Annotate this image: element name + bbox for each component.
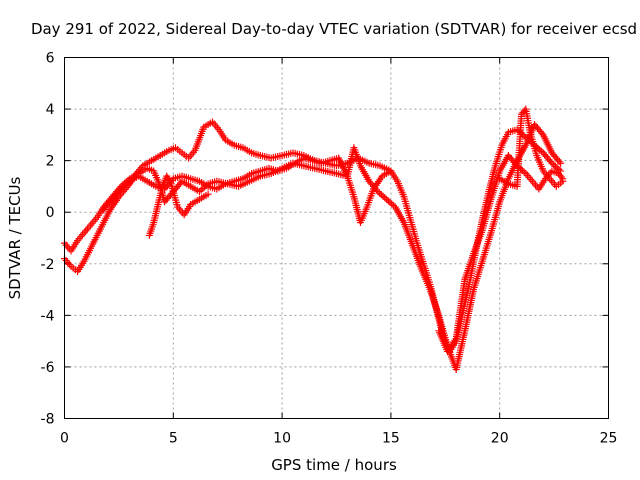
- y-tick-label: 0: [46, 205, 55, 221]
- data-point: [551, 162, 559, 170]
- series-track-e: [435, 151, 567, 355]
- y-tick-label: 4: [46, 102, 55, 118]
- y-tick-label: -8: [41, 412, 55, 428]
- data-point: [197, 186, 205, 194]
- x-tick-label: 5: [169, 431, 178, 447]
- data-point: [386, 198, 394, 206]
- data-point: [383, 195, 391, 203]
- data-point: [555, 158, 563, 166]
- data-point: [387, 167, 395, 175]
- data-point: [204, 190, 212, 198]
- data-point: [377, 191, 385, 199]
- series-track-f: [496, 105, 567, 190]
- data-point: [557, 159, 565, 167]
- data-point: [376, 189, 384, 197]
- axis-ticks: [64, 57, 609, 419]
- grid-lines: [64, 57, 609, 419]
- series-track-d: [145, 172, 212, 239]
- data-point: [550, 161, 558, 169]
- data-point: [388, 200, 396, 208]
- y-tick-label: -4: [41, 308, 55, 324]
- x-tick-label: 0: [60, 431, 69, 447]
- data-point: [379, 192, 387, 200]
- data-point: [559, 177, 567, 185]
- data-point: [116, 187, 124, 195]
- data-point: [557, 173, 565, 181]
- data-point: [520, 132, 528, 140]
- x-axis-label: GPS time / hours: [271, 456, 397, 474]
- chart-title: Day 291 of 2022, Sidereal Day-to-day VTE…: [31, 20, 637, 38]
- y-tick-label: 2: [46, 154, 55, 170]
- x-tick-label: 20: [491, 431, 509, 447]
- y-tick-labels: -8 -6 -4 -2 0 2 4 6: [41, 51, 55, 428]
- y-axis-label: SDTVAR / TECUs: [6, 176, 24, 299]
- series-track-c: [100, 154, 395, 227]
- data-point: [520, 168, 528, 176]
- series-track-b: [61, 121, 565, 374]
- data-point: [381, 194, 389, 202]
- x-tick-labels: 0 5 10 15 20 25: [60, 431, 617, 447]
- data-point: [537, 147, 545, 155]
- plot-frame: [64, 57, 609, 419]
- data-point: [546, 158, 554, 166]
- x-tick-label: 15: [382, 431, 400, 447]
- data-point: [538, 129, 546, 137]
- y-tick-label: -6: [41, 360, 55, 376]
- y-tick-label: 6: [46, 51, 55, 67]
- x-tick-label: 10: [273, 431, 291, 447]
- y-tick-label: -2: [41, 257, 55, 273]
- data-points: [61, 105, 567, 374]
- x-tick-label: 25: [600, 431, 618, 447]
